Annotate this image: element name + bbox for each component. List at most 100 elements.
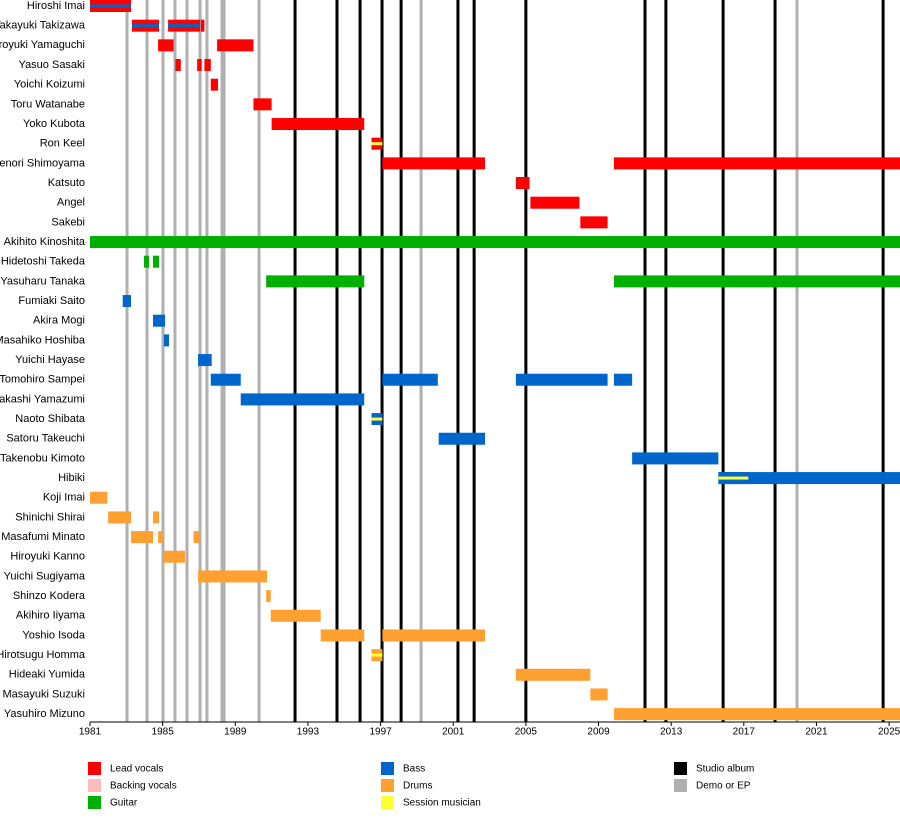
member-label: Sakebi (51, 216, 85, 228)
member-bar (515, 177, 530, 190)
member-bar (193, 531, 199, 544)
member-bar (613, 157, 900, 170)
legend-swatch (381, 779, 394, 792)
member-bar (240, 393, 365, 406)
legend-label: Drums (403, 781, 432, 792)
legend-swatch (674, 779, 687, 792)
member-label: Yasuharu Tanaka (0, 275, 85, 287)
member-bar (515, 373, 608, 386)
legend-swatch (674, 762, 687, 775)
member-bar (158, 531, 163, 544)
member-bar (530, 196, 580, 209)
legend-swatch (88, 779, 101, 792)
member-bar-stripe (371, 653, 383, 657)
member-bar-stripe (168, 24, 201, 28)
member-bar (210, 78, 219, 91)
legend-label: Guitar (110, 798, 138, 809)
legend-label: Demo or EP (696, 781, 751, 792)
member-bar (163, 334, 170, 347)
member-label: Naoto Shibata (15, 413, 86, 425)
member-bar (158, 39, 174, 52)
member-bar (198, 570, 268, 583)
x-tick-label: 2005 (515, 727, 538, 738)
member-bar-stripe (131, 24, 160, 28)
member-bar (590, 688, 608, 701)
member-label: Koji Imai (43, 492, 85, 504)
member-bar (163, 550, 185, 563)
member-label: Takayuki Takizawa (0, 20, 86, 32)
member-bar (266, 590, 271, 603)
member-bar (217, 39, 254, 52)
member-label: Akihito Kinoshita (4, 236, 86, 248)
member-label: Yuichi Sugiyama (4, 570, 86, 582)
member-label: Hirotsugu Homma (0, 649, 86, 661)
member-label: Yasuhiro Mizuno (4, 708, 85, 720)
legend-label: Bass (403, 764, 425, 775)
member-bar (613, 373, 633, 386)
member-bar (197, 59, 202, 72)
member-bar-stripe (90, 4, 132, 8)
member-label: Takenobu Kimoto (0, 452, 85, 464)
member-bar (108, 511, 132, 524)
member-bar-stripe (718, 476, 749, 480)
x-tick-label: 2021 (805, 727, 828, 738)
member-bar (271, 118, 365, 131)
member-bar (204, 59, 211, 72)
member-label: Katsuto (48, 177, 85, 189)
member-bar (613, 708, 900, 721)
member-bar (122, 295, 132, 308)
member-label: Akihiro Iiyama (16, 610, 86, 622)
member-label: Hiroyuki Yamaguchi (0, 39, 85, 51)
x-tick-label: 2017 (733, 727, 756, 738)
member-bar (143, 255, 150, 268)
member-label: Takashi Yamazumi (0, 393, 85, 405)
member-bar (632, 452, 719, 465)
member-label: Masayuki Suzuki (2, 688, 85, 700)
member-bar (320, 629, 365, 642)
member-bar (438, 432, 486, 445)
member-label: Shinichi Shirai (15, 511, 85, 523)
legend-swatch (88, 762, 101, 775)
legend-swatch (381, 762, 394, 775)
member-label: Yoichi Koizumi (14, 79, 85, 91)
member-bar-stripe (371, 142, 383, 146)
member-label: Shinzo Kodera (13, 590, 86, 602)
member-label: Hiroyuki Kanno (10, 551, 85, 563)
legend-label: Lead vocals (110, 764, 163, 775)
x-tick-label: 1989 (224, 727, 247, 738)
member-label: Yoko Kubota (23, 118, 86, 130)
member-bar (253, 98, 272, 111)
x-tick-label: 1993 (297, 727, 320, 738)
member-bar (382, 629, 486, 642)
member-label: Hidetoshi Takeda (1, 256, 86, 268)
member-label: Yoshio Isoda (22, 629, 85, 641)
x-tick-label: 2001 (442, 727, 465, 738)
member-label: Satoru Takeuchi (6, 433, 85, 445)
member-bar (153, 255, 160, 268)
legend-swatch (88, 796, 101, 809)
member-bar (131, 531, 154, 544)
member-bar (515, 668, 591, 681)
legend-label: Studio album (696, 764, 754, 775)
member-bar (382, 157, 486, 170)
member-bar (200, 19, 205, 32)
x-tick-label: 2013 (660, 727, 683, 738)
x-tick-label: 2025 (878, 727, 900, 738)
member-bar (90, 491, 108, 504)
member-label: Angel (57, 197, 85, 209)
member-label: Yasuo Sasaki (19, 59, 85, 71)
legend-label: Session musician (403, 798, 481, 809)
member-label: Hiroshi Imai (27, 0, 85, 12)
legend-swatch (381, 796, 394, 809)
member-label: Masahiko Hoshiba (0, 334, 86, 346)
x-tick-label: 1981 (79, 727, 102, 738)
member-label: Toru Watanabe (11, 98, 85, 110)
member-bar (90, 236, 900, 249)
member-label: Yuichi Hayase (15, 354, 85, 366)
member-label: Masafumi Minato (1, 531, 85, 543)
member-bar (153, 511, 160, 524)
member-label: Hideaki Yumida (9, 669, 86, 681)
member-bar (175, 59, 181, 72)
x-tick-label: 1985 (152, 727, 175, 738)
